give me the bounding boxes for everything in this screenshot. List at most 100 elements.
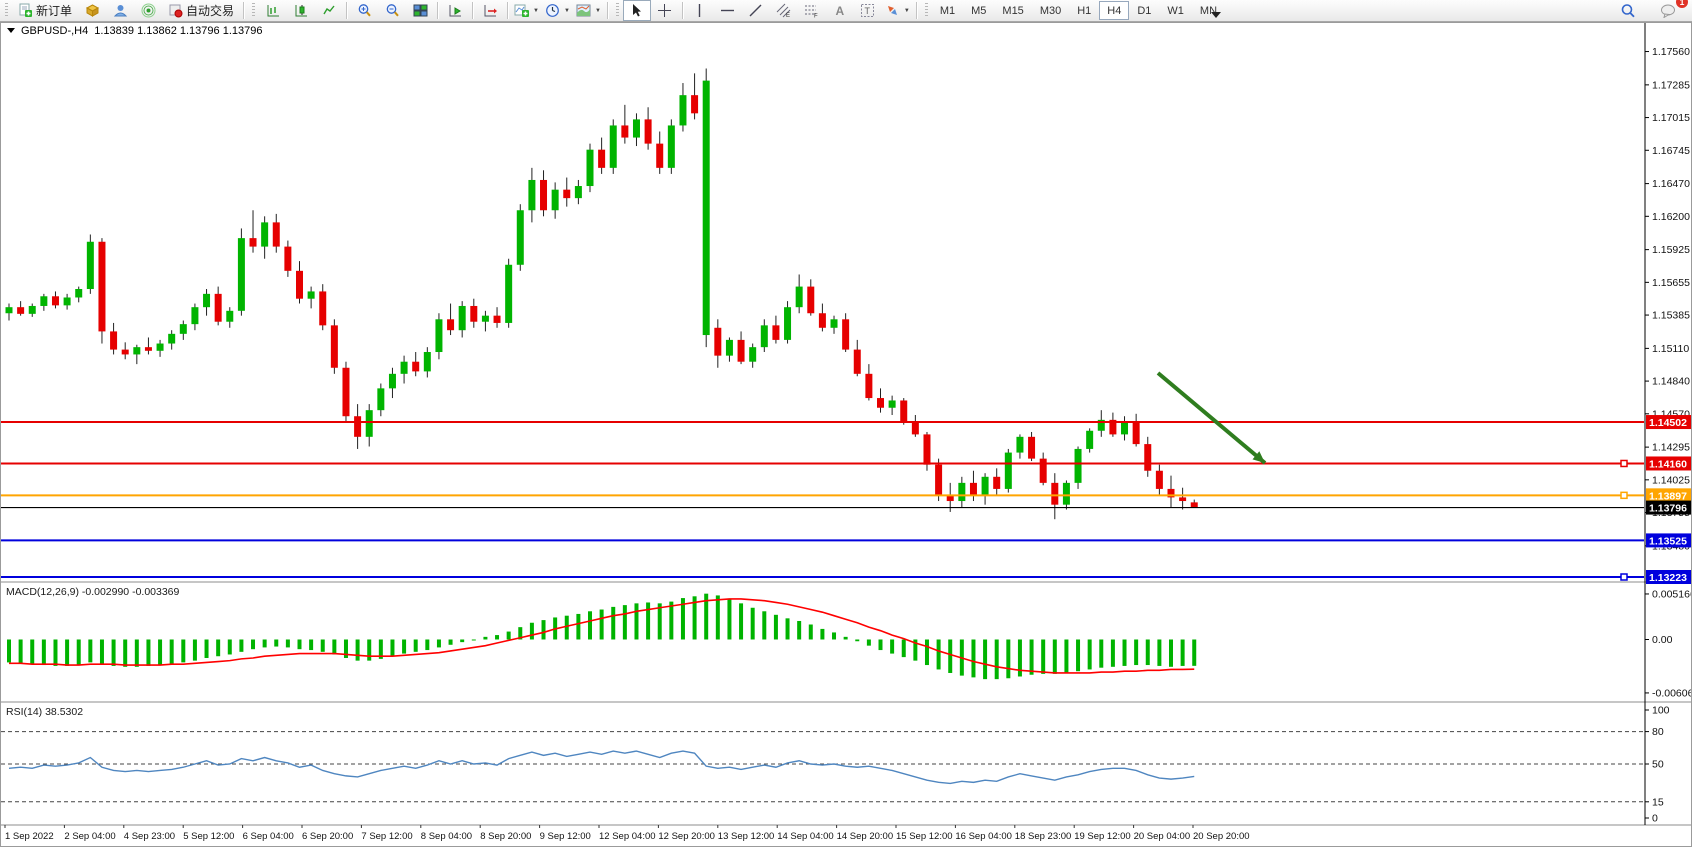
price-tick-label[interactable]: 1.15110 [1652,343,1689,355]
chart-canvas[interactable]: 1.17560 1.17285 1.17015 1.16745 1.16470 1.162… [1,23,1691,846]
timeframe-w1-button[interactable]: W1 [1167,4,1184,17]
auto-scroll-button[interactable] [441,0,469,21]
community-button[interactable] [106,0,134,21]
search-button[interactable] [1614,0,1642,21]
text-tool-button[interactable]: A [826,0,854,21]
timeframe-h4-button[interactable]: H4 [1099,1,1130,20]
timeframe-m30-button[interactable]: M30 [1039,4,1062,17]
timeframe-m5-button[interactable]: M5 [971,4,987,17]
macd-histogram-bar [750,607,755,640]
macd-histogram-bar [913,639,918,661]
templates-button[interactable]: ▼ [573,0,604,21]
new-order-button[interactable]: 新订单 [12,0,78,21]
time-tick-label[interactable]: 7 Sep 12:00 [361,831,412,842]
time-tick-label[interactable]: 8 Sep 20:00 [480,831,531,842]
macd-histogram-bar [192,639,197,661]
zoom-out-button[interactable] [378,0,406,21]
time-tick-label[interactable]: 14 Sep 20:00 [837,831,894,842]
time-tick-label[interactable]: 6 Sep 04:00 [243,831,294,842]
chart-shift-button[interactable] [476,0,504,21]
price-tick-label[interactable]: 1.15385 [1652,310,1690,322]
time-tick-label[interactable]: 19 Sep 12:00 [1074,831,1131,842]
time-tick-label[interactable]: 12 Sep 20:00 [658,831,715,842]
time-tick-label[interactable]: 4 Sep 23:00 [124,831,175,842]
toolbar-grip[interactable] [252,3,256,18]
market-icon [85,4,99,17]
macd-histogram-bar [622,605,627,640]
macd-histogram-bar [402,639,407,654]
timeframe-h1-button[interactable]: H1 [1077,4,1092,17]
toolbar-separator [437,2,439,19]
arrows-tool-button[interactable]: ▼ [882,0,913,21]
timeframe-m15-button[interactable]: M15 [1002,4,1024,17]
trend-arrow-head[interactable] [1252,451,1265,463]
level-line-handle[interactable] [1620,573,1628,581]
new-chart-button[interactable]: ▼ [511,0,542,21]
macd-histogram-bar [704,593,709,640]
text-label-icon: T [861,4,875,17]
bar-chart-button[interactable] [259,0,287,21]
chat-bubble-icon [1660,4,1675,18]
candle-body-down [1190,502,1198,508]
candle-body-down [470,305,478,322]
trendline-tool-button[interactable] [742,0,770,21]
cursor-tool-button[interactable] [622,0,651,21]
candle-body-down [98,241,106,332]
macd-histogram-bar [355,639,360,661]
price-tick-label[interactable]: 1.14025 [1652,474,1690,486]
time-tick-label[interactable]: 16 Sep 04:00 [955,831,1012,842]
level-line-handle[interactable] [1620,459,1628,468]
notifications-button[interactable]: 1 [1654,0,1688,21]
text-label-tool-button[interactable]: T [854,0,882,21]
macd-histogram-bar [1087,639,1092,670]
price-tick-label[interactable]: 1.15655 [1652,277,1690,289]
macd-histogram-bar [1041,639,1046,674]
timeframe-m1-button[interactable]: M1 [939,4,956,17]
price-tick-label[interactable]: 1.14295 [1652,442,1690,454]
trend-arrow-annotation[interactable] [1156,371,1267,465]
time-tick-label[interactable]: 15 Sep 12:00 [896,831,953,842]
time-tick-label[interactable]: 14 Sep 04:00 [777,831,834,842]
candle-body-up [28,305,36,314]
candlestick-chart-button[interactable] [287,0,315,21]
line-chart-button[interactable] [315,0,343,21]
toolbar-grip[interactable] [5,3,8,18]
vertical-line-tool-button[interactable] [686,0,714,21]
auto-trading-button[interactable]: 自动交易 [162,0,240,21]
price-tick-label[interactable]: 1.16745 [1652,145,1690,157]
periods-button[interactable]: ▼ [542,0,573,21]
price-tick-label[interactable]: 1.17560 [1652,46,1690,58]
one-click-expander-icon[interactable] [7,28,15,33]
price-tick-label[interactable]: 1.15925 [1652,244,1690,256]
market-button[interactable] [78,0,106,21]
timeframe-d1-button[interactable]: D1 [1137,4,1152,17]
fibonacci-tool-button[interactable]: F [798,0,826,21]
time-tick-label[interactable]: 1 Sep 2022 [5,831,54,842]
time-tick-label[interactable]: 20 Sep 20:00 [1193,831,1250,842]
macd-histogram-bar [309,639,314,651]
equidistant-channel-tool-button[interactable]: E [770,0,798,21]
time-tick-label[interactable]: 18 Sep 23:00 [1015,831,1072,842]
chart-shift-marker[interactable] [1211,12,1221,18]
price-tick-label[interactable]: 1.17015 [1652,112,1690,124]
price-tick-label[interactable]: 1.14840 [1652,376,1690,388]
tile-windows-button[interactable] [406,0,434,21]
time-tick-label[interactable]: 13 Sep 12:00 [718,831,775,842]
signals-button[interactable] [134,0,162,21]
horizontal-line-tool-button[interactable] [714,0,742,21]
crosshair-tool-button[interactable] [651,0,679,21]
time-tick-label[interactable]: 9 Sep 12:00 [540,831,591,842]
toolbar-grip[interactable] [924,3,928,18]
time-tick-label[interactable]: 2 Sep 04:00 [64,831,115,842]
time-tick-label[interactable]: 8 Sep 04:00 [421,831,472,842]
time-tick-label[interactable]: 6 Sep 20:00 [302,831,353,842]
toolbar-grip[interactable] [615,3,619,18]
price-tick-label[interactable]: 1.16470 [1652,178,1690,190]
time-tick-label[interactable]: 5 Sep 12:00 [183,831,234,842]
zoom-in-button[interactable] [350,0,378,21]
time-tick-label[interactable]: 12 Sep 04:00 [599,831,656,842]
price-tick-label[interactable]: 1.17285 [1652,79,1690,91]
price-tick-label[interactable]: 1.16200 [1652,211,1690,223]
level-line-handle[interactable] [1620,491,1628,500]
time-tick-label[interactable]: 20 Sep 04:00 [1134,831,1191,842]
